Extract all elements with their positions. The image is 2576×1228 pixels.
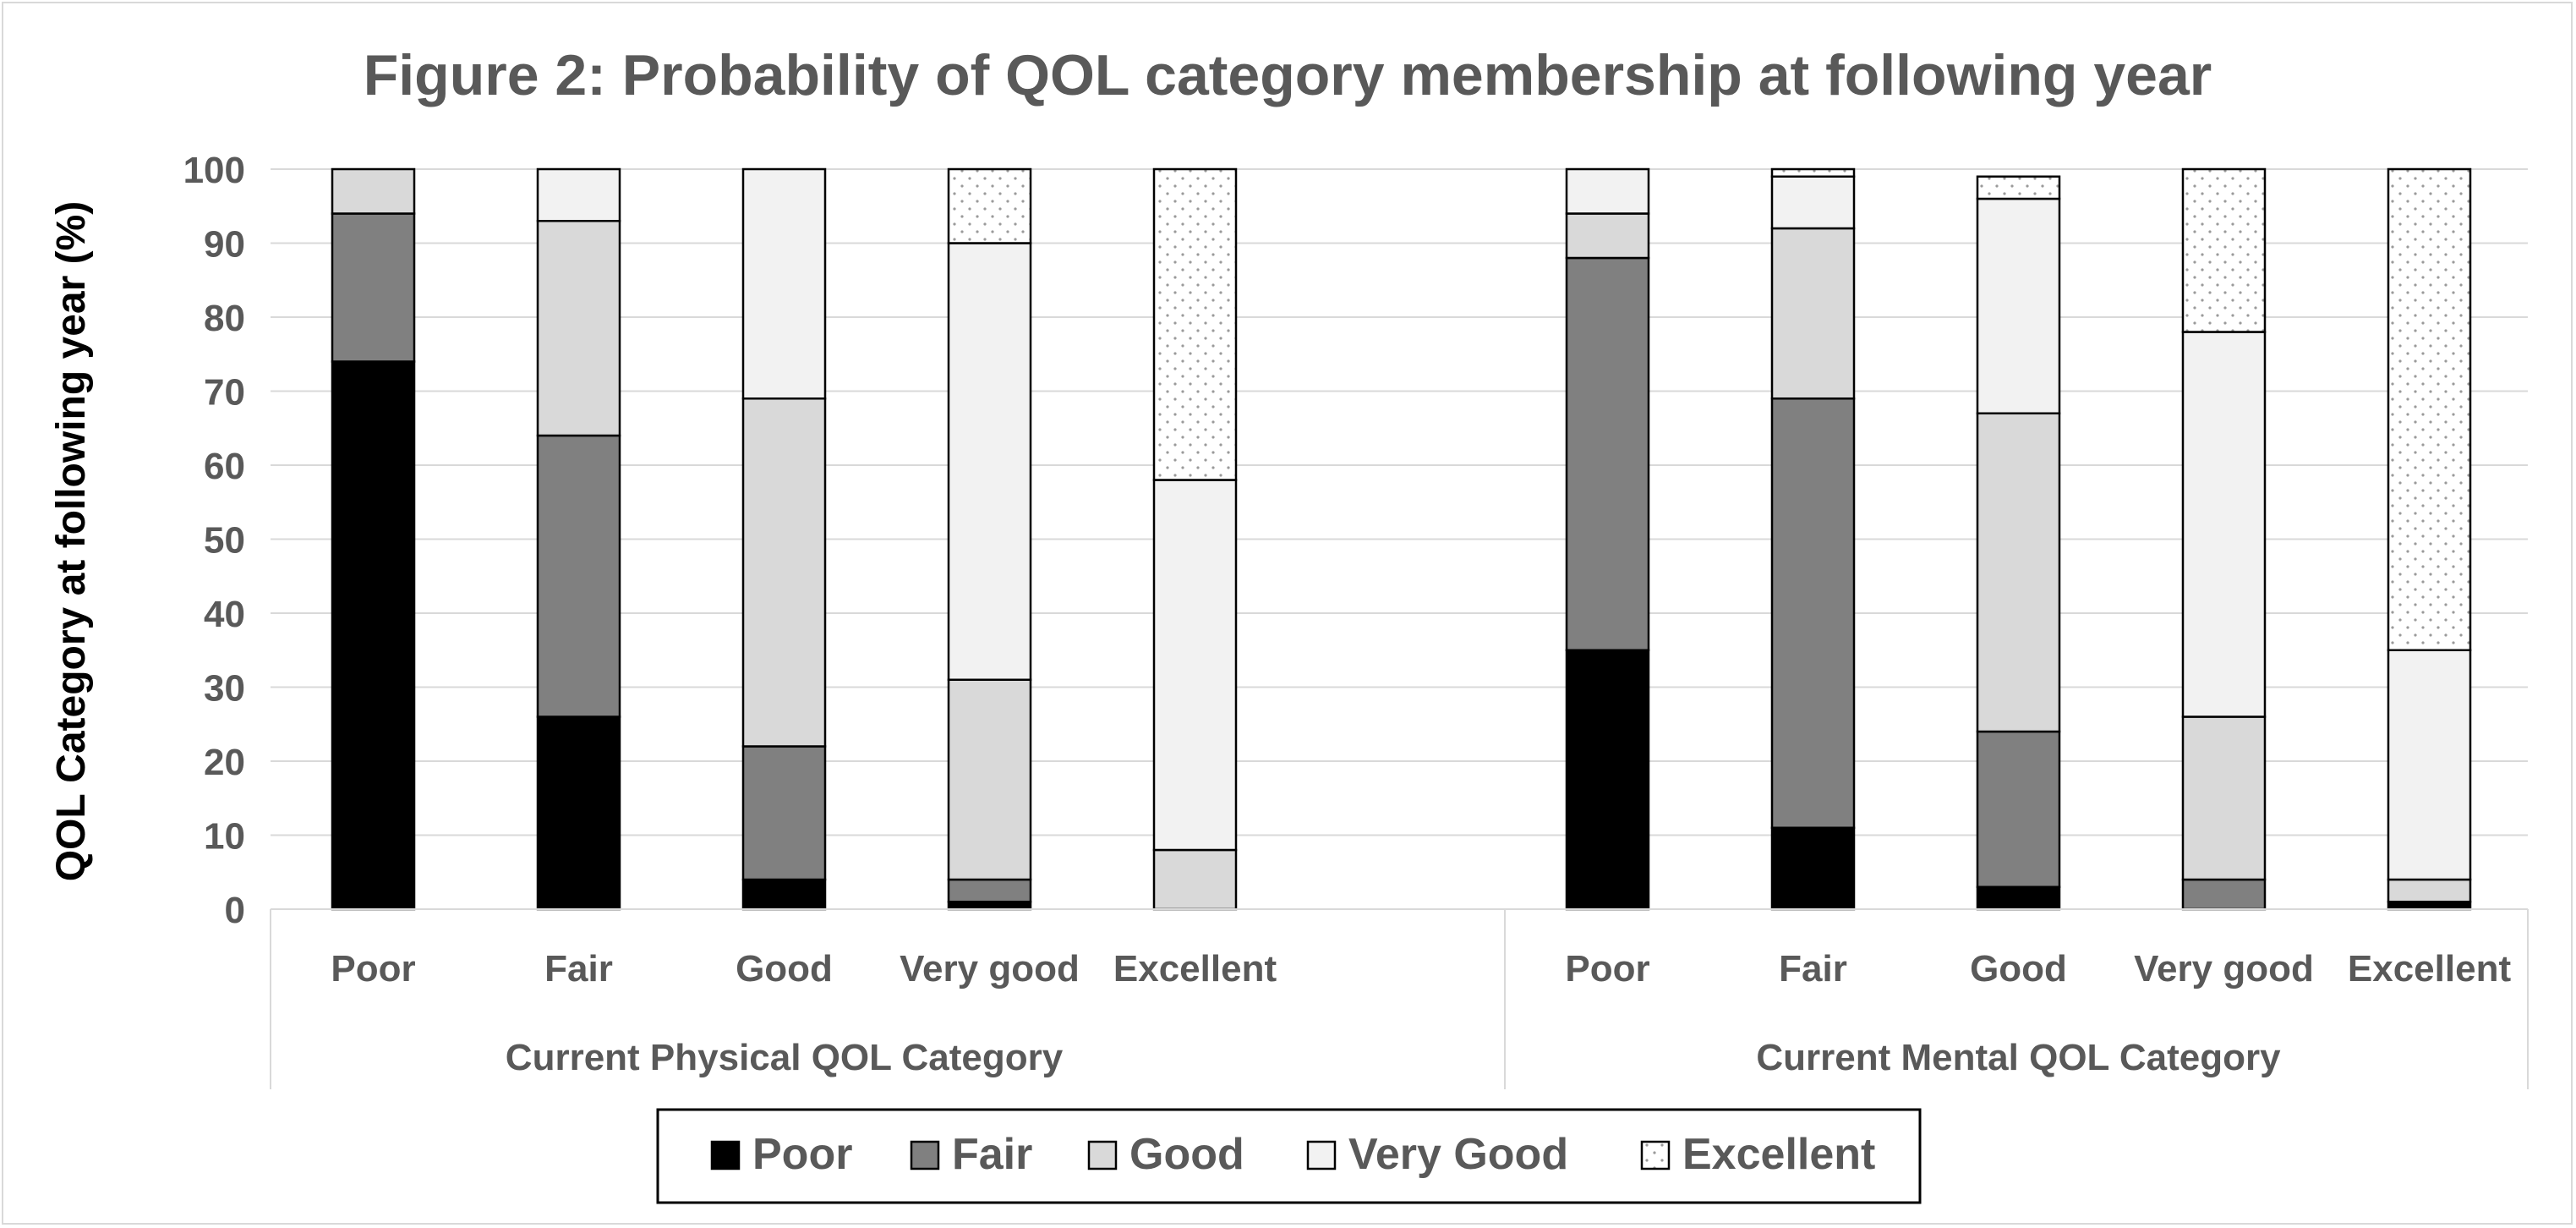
bar-segment-good [331, 167, 416, 215]
bar-segment-good [947, 678, 1032, 881]
bar-segment-good [1152, 848, 1238, 911]
legend-label: Poor [752, 1130, 852, 1179]
y-tick-label: 80 [204, 298, 245, 339]
bar-segment-fair [2181, 878, 2267, 911]
bar-segment-excellent [947, 167, 1032, 244]
legend-swatch [1640, 1140, 1671, 1170]
legend-label: Excellent [1682, 1130, 1875, 1179]
y-axis-label: QOL Category at following year (%) [49, 201, 94, 882]
y-tick-label: 40 [204, 594, 245, 635]
x-tick-label: Fair [544, 948, 613, 990]
bar-segment-very-good [1976, 197, 2061, 414]
x-tick-label: Very good [2134, 948, 2314, 990]
bar-segment-fair [1770, 397, 1856, 829]
bar-segment-poor [947, 901, 1032, 911]
legend-swatch [1306, 1140, 1337, 1170]
y-tick-label: 10 [204, 816, 245, 858]
bar-segment-fair [331, 212, 416, 363]
x-tick-label: Poor [331, 948, 415, 990]
chart-title: Figure 2: Probability of QOL category me… [364, 43, 2212, 107]
bar-segment-fair [1565, 256, 1650, 651]
bar-segment-very-good [536, 167, 621, 222]
bar-segment-excellent [1770, 167, 1856, 178]
y-tick-label: 60 [204, 446, 245, 487]
bar-segment-very-good [2181, 331, 2267, 718]
bar-segment-poor [1565, 649, 1650, 911]
bar-segment-fair [1976, 730, 2061, 888]
legend-swatch [710, 1140, 741, 1170]
x-axis: Poor Fair Good Very good Excellent Current Ph… [270, 908, 2529, 1089]
bar-segment-good [1976, 412, 2061, 733]
legend-box [656, 1108, 1922, 1204]
bar-segment-poor [1976, 885, 2061, 911]
bar-segment-very-good [1565, 167, 1650, 215]
legend-label: Fair [952, 1130, 1032, 1179]
bar-segment-very-good [1152, 479, 1238, 852]
bar-segment-good [2387, 878, 2472, 903]
bar-segment-very-good [741, 167, 827, 400]
bar-segment-excellent [1976, 175, 2061, 200]
bar-segment-good [1770, 227, 1856, 400]
bar-segment-poor [741, 878, 827, 911]
x-group-label: Current Physical QOL Category [506, 1037, 1064, 1078]
y-tick-label: 30 [204, 668, 245, 710]
x-tick-label: Good [1970, 948, 2067, 990]
bar-segment-poor [536, 715, 621, 911]
y-axis-ticks: 0 10 20 30 40 50 60 70 80 90 100 [183, 150, 245, 931]
legend-swatch [910, 1140, 940, 1170]
y-tick-label: 50 [204, 520, 245, 562]
bar-segment-excellent [1152, 167, 1238, 481]
x-tick-label: Good [736, 948, 833, 990]
x-tick-label: Very good [900, 948, 1080, 990]
bar-segment-poor [1770, 826, 1856, 911]
y-tick-label: 20 [204, 742, 245, 783]
bar-segment-very-good [947, 242, 1032, 681]
bar-segment-excellent [2181, 167, 2267, 333]
bar-segment-poor [331, 360, 416, 911]
legend-label: Very Good [1348, 1130, 1568, 1179]
y-tick-label: 100 [183, 150, 245, 191]
y-tick-label: 70 [204, 372, 245, 414]
bar-segment-fair [947, 878, 1032, 903]
x-tick-label: Poor [1565, 948, 1649, 990]
bar-segment-fair [741, 745, 827, 881]
x-group-label: Current Mental QOL Category [1756, 1037, 2281, 1078]
y-tick-label: 0 [225, 890, 245, 931]
bar-segment-very-good [1770, 175, 1856, 230]
bar-segment-very-good [2387, 649, 2472, 881]
legend: Poor Fair Good Very Good Excellent [656, 1108, 1922, 1204]
bar-segment-fair [536, 434, 621, 718]
bar-segment-poor [2387, 901, 2472, 911]
bar-segment-excellent [2387, 167, 2472, 651]
legend-swatch [1087, 1140, 1118, 1170]
bar-segment-good [536, 220, 621, 437]
legend-label: Good [1129, 1130, 1244, 1179]
bar-segment-good [741, 397, 827, 748]
bar-segment-good [1565, 212, 1650, 260]
y-tick-label: 90 [204, 224, 245, 266]
gridlines [271, 168, 2528, 836]
x-tick-label: Fair [1779, 948, 1847, 990]
bars [331, 167, 2472, 911]
bar-segment-good [2181, 715, 2267, 881]
x-tick-label: Excellent [1113, 948, 1277, 990]
x-tick-label: Excellent [2348, 948, 2512, 990]
